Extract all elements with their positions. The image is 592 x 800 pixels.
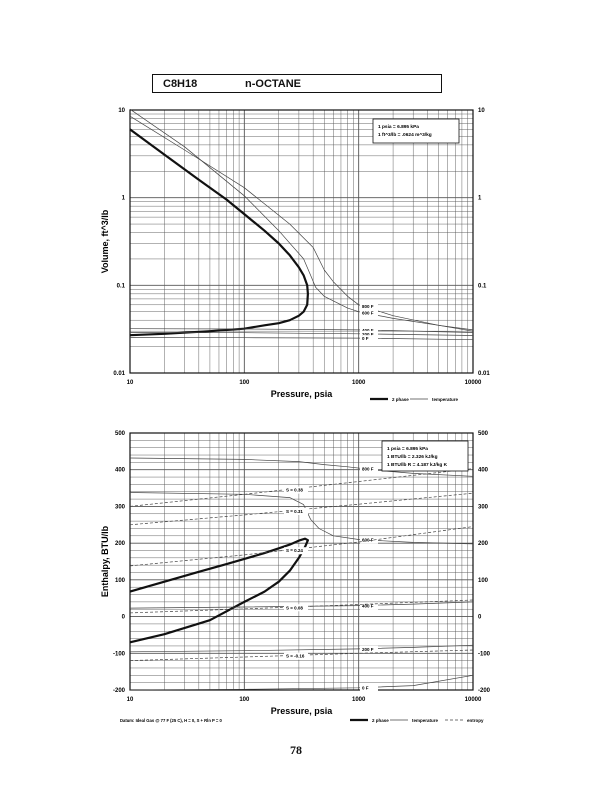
- y-tick-label-right: 10: [478, 108, 485, 114]
- y-tick-label: -100: [113, 651, 126, 657]
- y-tick-label: -200: [113, 688, 126, 694]
- plot-frame: [129, 109, 474, 374]
- isotherm-label-bg: [360, 326, 378, 334]
- x-tick-label: 10000: [465, 380, 482, 386]
- isotherm-label: 0 F: [362, 336, 369, 341]
- y-tick-label: 0.1: [117, 283, 126, 289]
- isotherm-label: 600 F: [362, 538, 374, 543]
- isotherm-line: [129, 601, 474, 609]
- entropy-label: S = 0.31: [286, 509, 303, 514]
- compound-formula: C8H18: [163, 77, 198, 90]
- y-tick-label: 10: [118, 108, 125, 114]
- entropy-label-bg: [284, 507, 308, 515]
- isotherm-label-bg: [360, 302, 378, 310]
- legend-label-2-phase: 2 phase: [372, 718, 389, 723]
- entropy-label: S = 0.38: [286, 488, 303, 493]
- legend-label-temperature: temperature: [432, 397, 459, 402]
- x-tick-label: 10: [127, 697, 134, 703]
- y-tick-label-right: 500: [478, 431, 489, 437]
- x-tick-label: 1000: [352, 697, 366, 703]
- y-tick-label: 0: [122, 615, 126, 621]
- y-tick-label-right: 300: [478, 504, 489, 510]
- isotherm-line: [129, 332, 474, 336]
- isotherm-line: [129, 328, 474, 333]
- y-tick-label-right: -100: [478, 651, 491, 657]
- isotherm-label-bg: [360, 602, 378, 610]
- conversion-note-line: 1 psia = 6.895 kPa: [378, 124, 419, 130]
- isotherm-line: [129, 674, 474, 691]
- isotherm-label-bg: [360, 335, 378, 343]
- isotherm-label: 800 F: [362, 466, 374, 471]
- conversion-note-line: 1 psia = 6.895 kPa: [387, 446, 428, 452]
- isotherm-label-bg: [360, 330, 378, 338]
- entropy-label: S = -0.16: [286, 654, 305, 659]
- entropy-label-bg: [284, 652, 308, 660]
- y-tick-label: 500: [115, 431, 126, 437]
- x-tick-label: 100: [239, 380, 250, 386]
- entropy-label-bg: [284, 486, 308, 494]
- x-tick-label: 100: [239, 697, 250, 703]
- entropy-line: [129, 526, 474, 567]
- y-tick-label: 400: [115, 468, 126, 474]
- entropy-label-bg: [284, 547, 308, 555]
- y-axis-label: Enthalpy, BTU/lb: [100, 525, 110, 597]
- isotherm-label-bg: [360, 684, 378, 692]
- two-phase-curve: [129, 128, 309, 337]
- y-tick-label-right: 400: [478, 468, 489, 474]
- page-number: 78: [290, 743, 302, 757]
- y-tick-label-right: 1: [478, 196, 482, 202]
- conversion-note-line: 1 BTU/lb = 2.326 kJ/kg: [387, 454, 438, 460]
- isotherm-label: 0 F: [362, 686, 369, 691]
- legend-label-2-phase: 2 phase: [392, 397, 409, 402]
- entropy-label: S = 0.24: [286, 548, 303, 553]
- x-tick-label: 10000: [465, 697, 482, 703]
- datum-footnote: Datum: Ideal Gas @ 77 F (25 C), H = 0, S…: [120, 718, 223, 723]
- x-tick-label: 1000: [352, 380, 366, 386]
- y-tick-label-right: 0.01: [478, 371, 490, 377]
- y-tick-label-right: 100: [478, 578, 489, 584]
- isotherm-label: 800 F: [362, 304, 374, 309]
- isotherm-label-bg: [360, 465, 378, 473]
- isotherm-label-bg: [360, 645, 378, 653]
- y-tick-label: 300: [115, 504, 126, 510]
- isotherm-label: 200 F: [362, 647, 374, 652]
- isotherm-label: 400 F: [362, 328, 374, 333]
- isotherm-label: 600 F: [362, 310, 374, 315]
- isotherm-line: [129, 644, 474, 653]
- legend-label-entropy: entropy: [467, 718, 484, 723]
- y-axis-label: Volume, ft^3/lb: [100, 209, 110, 273]
- isotherm-line: [129, 457, 474, 477]
- plot-frame: [129, 432, 474, 691]
- y-tick-label-right: 0: [478, 615, 482, 621]
- two-phase-curve: [129, 537, 309, 644]
- conversion-note-line: 1 ft^3/lb = .0624 m^3/kg: [378, 132, 432, 138]
- y-tick-label-right: 0.1: [478, 283, 487, 289]
- isotherm-line: [129, 492, 474, 545]
- isotherm-line: [129, 108, 474, 331]
- y-tick-label: 0.01: [113, 371, 125, 377]
- x-axis-label: Pressure, psia: [271, 389, 334, 399]
- conversion-note-box: [381, 440, 469, 472]
- isotherm-label: 200 F: [362, 332, 374, 337]
- conversion-note-box: [372, 118, 460, 144]
- title-box: C8H18 n-OCTANE: [152, 74, 442, 93]
- y-tick-label-right: -200: [478, 688, 491, 694]
- y-tick-label: 100: [115, 578, 126, 584]
- y-tick-label-right: 200: [478, 541, 489, 547]
- isotherm-label: 400 F: [362, 603, 374, 608]
- isotherm-label-bg: [360, 536, 378, 544]
- x-tick-label: 10: [127, 380, 134, 386]
- y-tick-label: 200: [115, 541, 126, 547]
- compound-name: n-OCTANE: [245, 77, 302, 90]
- x-axis-label: Pressure, psia: [271, 706, 334, 716]
- isotherm-label-bg: [360, 309, 378, 317]
- entropy-label: S = 0.08: [286, 605, 303, 610]
- legend-label-temperature: temperature: [412, 718, 439, 723]
- isotherm-line: [129, 337, 474, 341]
- y-tick-label: 1: [122, 196, 126, 202]
- isotherm-line: [129, 115, 474, 332]
- conversion-note-line: 1 BTU/lb R = 4.187 kJ/kg K: [387, 462, 448, 468]
- entropy-label-bg: [284, 604, 308, 612]
